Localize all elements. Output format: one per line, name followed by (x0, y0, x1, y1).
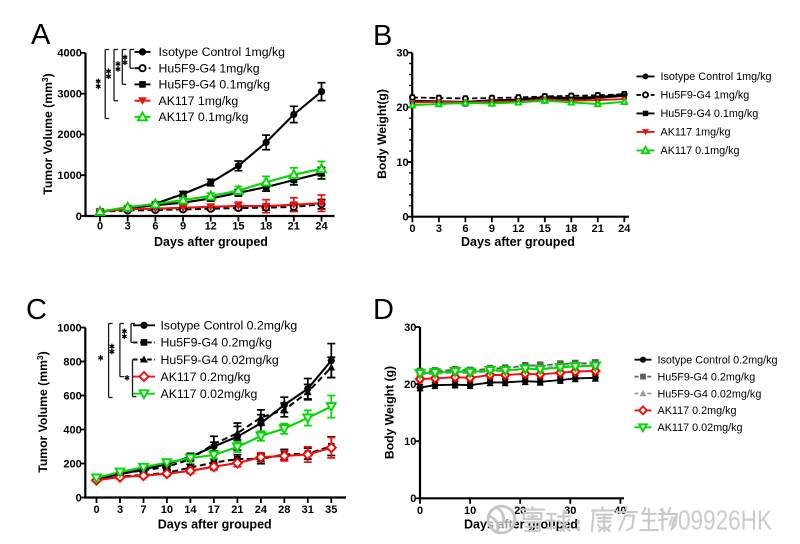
svg-text:20: 20 (404, 379, 416, 391)
svg-text:35: 35 (325, 504, 337, 516)
svg-text:200: 200 (63, 458, 81, 470)
svg-text:2000: 2000 (57, 129, 81, 141)
svg-text:24: 24 (315, 221, 328, 233)
svg-text:AK117 0.02mg/kg: AK117 0.02mg/kg (161, 387, 258, 401)
svg-text:Hu5F9-G4 0.2mg/kg: Hu5F9-G4 0.2mg/kg (161, 336, 273, 350)
svg-text:0: 0 (93, 504, 99, 516)
svg-text:21: 21 (231, 504, 243, 516)
svg-text:Tumor Volume (mm3): Tumor Volume (mm3) (40, 73, 55, 194)
svg-text:28: 28 (278, 504, 290, 516)
svg-text:B: B (373, 20, 392, 52)
svg-text:AK117 0.1mg/kg: AK117 0.1mg/kg (159, 110, 249, 124)
svg-text:AK117 1mg/kg: AK117 1mg/kg (661, 127, 731, 139)
svg-text:Body Weight (g): Body Weight (g) (383, 366, 397, 459)
svg-text:Hu5F9-G4 0.02mg/kg: Hu5F9-G4 0.02mg/kg (658, 388, 762, 400)
svg-text:Hu5F9-G4 0.02mg/kg: Hu5F9-G4 0.02mg/kg (161, 353, 279, 367)
svg-text:AK117 0.2mg/kg: AK117 0.2mg/kg (658, 405, 737, 417)
svg-text:Isotype Control 1mg/kg: Isotype Control 1mg/kg (159, 45, 286, 59)
svg-text:3000: 3000 (57, 89, 81, 101)
svg-text:12: 12 (512, 223, 524, 235)
svg-text:3: 3 (117, 504, 123, 516)
svg-text:9: 9 (489, 223, 495, 235)
svg-text:18: 18 (565, 223, 577, 235)
svg-text:0: 0 (76, 492, 82, 504)
svg-text:Hu5F9-G4 1mg/kg: Hu5F9-G4 1mg/kg (159, 62, 260, 76)
svg-text:800: 800 (63, 356, 81, 368)
svg-text:C: C (26, 294, 47, 326)
svg-text:17: 17 (208, 504, 220, 516)
svg-text:0: 0 (409, 223, 415, 235)
svg-text:20: 20 (396, 102, 408, 114)
svg-text:Days after grouped: Days after grouped (461, 235, 575, 249)
svg-text:1000: 1000 (57, 322, 81, 334)
svg-text:3: 3 (436, 223, 442, 235)
svg-text:AK117 0.1mg/kg: AK117 0.1mg/kg (661, 145, 740, 157)
svg-text:9: 9 (180, 221, 186, 233)
svg-text:12: 12 (205, 221, 217, 233)
svg-text:Isotype Control 0.2mg/kg: Isotype Control 0.2mg/kg (658, 355, 778, 367)
svg-text:0: 0 (417, 505, 423, 517)
svg-text:Isotype Control 0.2mg/kg: Isotype Control 0.2mg/kg (161, 319, 298, 333)
svg-text:18: 18 (260, 221, 272, 233)
svg-text:10: 10 (404, 436, 416, 448)
svg-text:0: 0 (76, 211, 82, 223)
svg-text:Body Weight(g): Body Weight(g) (375, 89, 389, 179)
svg-text:10: 10 (396, 157, 408, 169)
svg-text:7: 7 (140, 504, 146, 516)
svg-text:31: 31 (302, 504, 314, 516)
svg-text:30: 30 (564, 505, 576, 517)
svg-text:0: 0 (97, 221, 103, 233)
svg-text:10: 10 (464, 505, 476, 517)
svg-text:10: 10 (161, 504, 173, 516)
svg-text:30: 30 (396, 47, 408, 59)
svg-text:D: D (373, 294, 394, 326)
svg-text:21: 21 (592, 223, 604, 235)
svg-text:6: 6 (152, 221, 158, 233)
svg-text:AK117 0.2mg/kg: AK117 0.2mg/kg (161, 370, 251, 384)
svg-text:14: 14 (184, 504, 197, 516)
svg-text:3: 3 (125, 221, 131, 233)
svg-text:24: 24 (255, 504, 268, 516)
svg-text:Isotype Control 1mg/kg: Isotype Control 1mg/kg (661, 71, 772, 83)
svg-text:600: 600 (63, 390, 81, 402)
svg-text:Hu5F9-G4 1mg/kg: Hu5F9-G4 1mg/kg (661, 90, 750, 102)
svg-text:6: 6 (462, 223, 468, 235)
svg-text:1000: 1000 (57, 170, 81, 182)
svg-text:Hu5F9-G4 0.1mg/kg: Hu5F9-G4 0.1mg/kg (159, 78, 271, 92)
svg-text:400: 400 (63, 424, 81, 436)
svg-text:30: 30 (404, 322, 416, 334)
svg-text:0: 0 (402, 212, 408, 224)
svg-text:Hu5F9-G4 0.1mg/kg: Hu5F9-G4 0.1mg/kg (661, 108, 759, 120)
svg-text:AK117 1mg/kg: AK117 1mg/kg (159, 94, 239, 108)
svg-text:A: A (31, 19, 51, 51)
svg-text:4000: 4000 (57, 48, 81, 60)
svg-text:Hu5F9-G4 0.2mg/kg: Hu5F9-G4 0.2mg/kg (658, 371, 756, 383)
svg-text:Days after grouped: Days after grouped (158, 518, 272, 532)
svg-text:21: 21 (288, 221, 300, 233)
svg-text:09926HK: 09926HK (678, 505, 772, 536)
svg-text:Days after grouped: Days after grouped (154, 235, 268, 249)
svg-text:Tumor Volume (mm3): Tumor Volume (mm3) (35, 351, 50, 472)
svg-text:0: 0 (410, 493, 416, 505)
svg-text:24: 24 (618, 223, 631, 235)
svg-text:40: 40 (614, 505, 626, 517)
svg-text:15: 15 (539, 223, 551, 235)
svg-text:15: 15 (232, 221, 244, 233)
svg-text:AK117 0.02mg/kg: AK117 0.02mg/kg (658, 422, 743, 434)
